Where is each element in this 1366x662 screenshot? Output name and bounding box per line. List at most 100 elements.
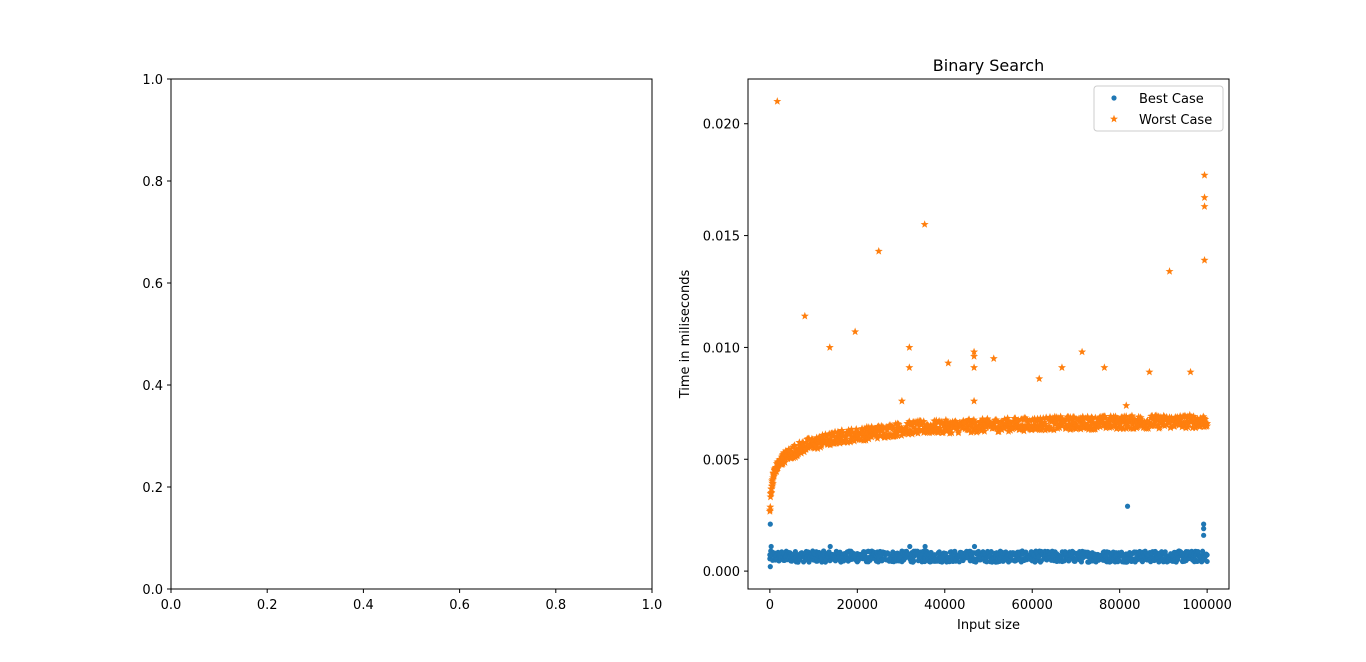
worst-case-point bbox=[969, 415, 978, 424]
worst-case-point bbox=[1003, 414, 1012, 422]
worst-case-point bbox=[837, 426, 846, 435]
worst-case-point bbox=[892, 429, 901, 438]
right-y-ticks: 0.000 0.005 0.010 0.015 0.020 bbox=[703, 118, 748, 580]
worst-case-point bbox=[860, 424, 869, 432]
worst-case-point bbox=[940, 423, 949, 432]
worst-case-point bbox=[1083, 420, 1092, 429]
worst-case-point bbox=[1096, 422, 1105, 431]
worst-case-point bbox=[944, 422, 953, 431]
worst-case-point bbox=[883, 431, 892, 439]
worst-case-point bbox=[983, 414, 992, 423]
worst-case-point bbox=[848, 427, 857, 436]
worst-case-point bbox=[825, 343, 834, 351]
worst-case-point bbox=[770, 470, 779, 478]
best-case-point bbox=[767, 552, 773, 559]
worst-case-point bbox=[1117, 423, 1126, 431]
worst-case-point bbox=[928, 424, 937, 432]
worst-case-point bbox=[1035, 374, 1044, 383]
left-y-ticks: 0.0 0.2 0.4 0.6 0.8 1.0 bbox=[142, 73, 171, 598]
worst-case-point bbox=[1080, 419, 1089, 427]
best-case-point bbox=[1204, 558, 1210, 565]
worst-case-point bbox=[929, 425, 938, 434]
worst-case-point bbox=[1165, 267, 1174, 275]
worst-case-point bbox=[1124, 421, 1133, 430]
worst-case-point bbox=[834, 428, 843, 437]
worst-case-point bbox=[893, 431, 902, 440]
worst-case-point bbox=[997, 417, 1006, 426]
worst-case-point bbox=[1070, 413, 1079, 421]
worst-case-point bbox=[939, 420, 948, 428]
worst-case-point bbox=[1196, 422, 1205, 430]
worst-case-point bbox=[998, 421, 1007, 429]
worst-case-point bbox=[813, 444, 822, 452]
right-x-tick-label: 40000 bbox=[924, 598, 965, 613]
worst-case-point bbox=[1091, 424, 1100, 433]
worst-case-point bbox=[941, 415, 950, 424]
worst-case-point bbox=[1100, 363, 1109, 371]
best-case-series bbox=[767, 503, 1210, 570]
worst-case-point bbox=[836, 435, 845, 444]
worst-case-point bbox=[1146, 420, 1155, 429]
worst-case-point bbox=[1183, 422, 1192, 431]
worst-case-point bbox=[978, 414, 987, 423]
worst-case-point bbox=[1136, 413, 1145, 421]
worst-case-point bbox=[1153, 420, 1162, 429]
best-case-point bbox=[1201, 532, 1207, 538]
worst-case-point bbox=[842, 436, 851, 445]
worst-case-point bbox=[1199, 412, 1208, 421]
worst-case-point bbox=[1036, 414, 1045, 422]
worst-case-point bbox=[1200, 170, 1209, 179]
right-axes-frame bbox=[747, 78, 1230, 590]
worst-case-point bbox=[778, 459, 787, 467]
worst-case-series bbox=[765, 97, 1212, 515]
worst-case-point bbox=[1144, 424, 1153, 432]
worst-case-point bbox=[768, 479, 777, 488]
best-case-point bbox=[911, 558, 917, 564]
best-case-point bbox=[768, 543, 774, 550]
worst-case-point bbox=[851, 327, 860, 336]
worst-case-point bbox=[1088, 418, 1097, 426]
best-case-point bbox=[1175, 556, 1181, 562]
best-case-point bbox=[984, 559, 990, 565]
worst-case-point bbox=[790, 441, 799, 449]
worst-case-point bbox=[1186, 367, 1195, 376]
worst-case-point bbox=[936, 423, 945, 432]
worst-case-point bbox=[829, 432, 838, 440]
worst-case-point bbox=[906, 426, 915, 435]
worst-case-point bbox=[1054, 414, 1063, 422]
worst-case-point bbox=[1180, 420, 1188, 429]
worst-case-point bbox=[992, 418, 1001, 426]
worst-case-point bbox=[1164, 417, 1173, 426]
worst-case-point bbox=[863, 430, 872, 438]
worst-case-point bbox=[905, 417, 914, 425]
worst-case-point bbox=[965, 415, 974, 423]
worst-case-point bbox=[1078, 347, 1087, 356]
worst-case-point bbox=[966, 418, 974, 427]
worst-case-point bbox=[846, 437, 855, 446]
worst-case-point bbox=[962, 417, 971, 426]
worst-case-point bbox=[1150, 421, 1159, 430]
worst-case-point bbox=[803, 439, 812, 448]
right-y-tick-label: 0.015 bbox=[703, 230, 740, 245]
worst-case-point bbox=[818, 430, 827, 439]
worst-case-point bbox=[1203, 421, 1212, 430]
worst-case-point bbox=[1107, 423, 1116, 431]
worst-case-point bbox=[851, 429, 860, 437]
worst-case-point bbox=[907, 428, 916, 437]
worst-case-point bbox=[980, 427, 989, 435]
worst-case-point bbox=[1065, 421, 1074, 429]
worst-case-point bbox=[1200, 255, 1209, 264]
left-y-tick-label: 1.0 bbox=[142, 73, 163, 88]
best-case-point bbox=[922, 543, 928, 550]
worst-case-point bbox=[785, 447, 794, 455]
worst-case-point bbox=[828, 437, 837, 446]
worst-case-point bbox=[876, 431, 885, 440]
worst-case-point bbox=[905, 363, 914, 371]
worst-case-point bbox=[910, 419, 919, 427]
legend-marker-best-case bbox=[1111, 95, 1117, 101]
worst-case-point bbox=[1094, 420, 1103, 428]
left-empty-axes: 0.0 0.2 0.4 0.6 0.8 1.0 0.0 0.2 0.4 0.6 0.8 1.0 bbox=[142, 73, 662, 613]
worst-case-point bbox=[866, 426, 875, 435]
worst-case-point bbox=[965, 425, 974, 434]
worst-case-point bbox=[766, 492, 775, 501]
